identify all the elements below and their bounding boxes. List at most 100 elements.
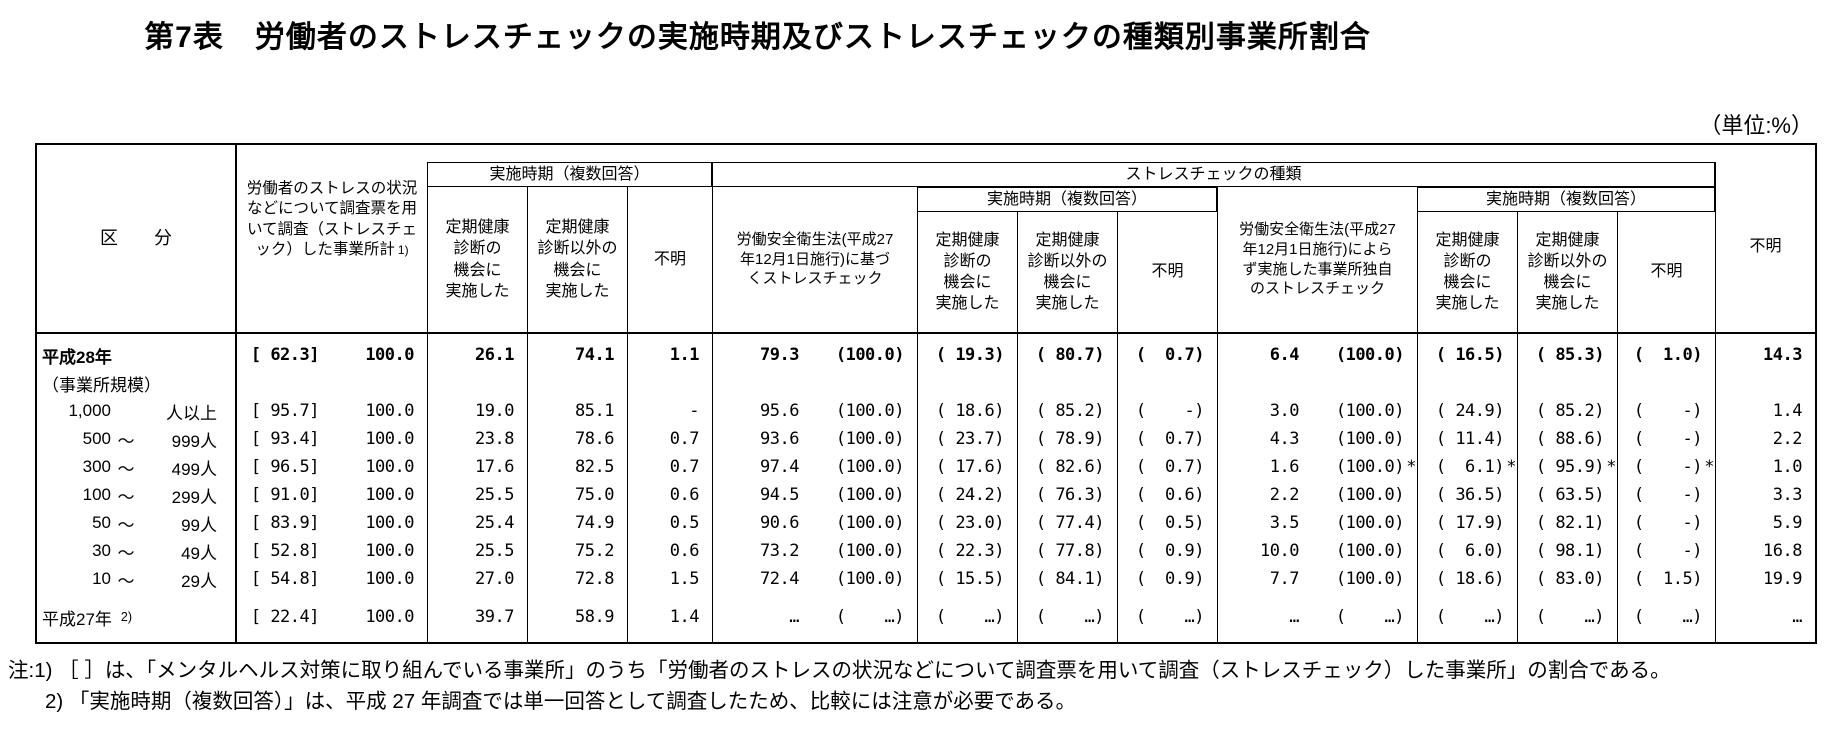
cell-value: 1.4 bbox=[1772, 401, 1803, 421]
cell-value: 25.4 bbox=[475, 513, 514, 533]
table-cell: ( -) bbox=[1117, 397, 1217, 425]
cell-value: 10.0 bbox=[1260, 541, 1299, 561]
footnote-marker-1: 1) bbox=[397, 243, 409, 258]
table-cell: (100.0) bbox=[1312, 481, 1417, 509]
table-cell: 79.3 bbox=[712, 341, 812, 369]
cell-value: (100.0) bbox=[835, 513, 905, 533]
table-cell: ( 23.7) bbox=[917, 425, 1017, 453]
table-cell: ( 85.2) bbox=[1017, 397, 1117, 425]
cell-value: ( 0.6) bbox=[1135, 485, 1205, 505]
table-cell: ( …) bbox=[1017, 602, 1117, 632]
cell-value: 2.2 bbox=[1269, 485, 1300, 505]
table-cell: 0.6 bbox=[627, 537, 712, 565]
cell-value: [ 91.0] bbox=[250, 485, 320, 505]
table-cell: 25.5 bbox=[427, 481, 527, 509]
table-cell: ( 22.3) bbox=[917, 537, 1017, 565]
table-cell: (100.0) bbox=[1312, 341, 1417, 369]
table-cell bbox=[427, 369, 527, 397]
table-row: （事業所規模） bbox=[37, 369, 1815, 397]
cell-value: ( -) bbox=[1633, 513, 1703, 533]
table-cell: (100.0) bbox=[812, 481, 917, 509]
table-cell: (100.0) bbox=[812, 425, 917, 453]
cell-value: 7.7 bbox=[1269, 569, 1300, 589]
cell-value: (100.0) bbox=[1335, 485, 1405, 505]
table-cell: 25.5 bbox=[427, 537, 527, 565]
header-other-occasion-3: 定期健康 診断以外の 機会に 実施した bbox=[1517, 212, 1617, 332]
table-cell bbox=[1117, 369, 1217, 397]
table-cell: [ 91.0] bbox=[237, 481, 332, 509]
cell-value: ( …) bbox=[935, 607, 1005, 627]
cell-value: (100.0) bbox=[835, 401, 905, 421]
row-label-part: 499人 bbox=[171, 459, 217, 479]
table-grid-line bbox=[1617, 334, 1618, 642]
cell-value: ( 84.1) bbox=[1035, 569, 1105, 589]
header-timing-group-2: 実施時期（複数回答） bbox=[917, 187, 1217, 212]
table-cell: 100.0 bbox=[332, 425, 427, 453]
cell-value: 3.0 bbox=[1269, 401, 1300, 421]
row-label-part: 99人 bbox=[181, 515, 217, 535]
cell-value: 78.6 bbox=[575, 429, 614, 449]
row-label-part: ～ bbox=[117, 431, 135, 451]
row-label: 50 ～ 99人 bbox=[37, 509, 237, 537]
cell-value: ( 18.6) bbox=[1435, 569, 1505, 589]
table-cell: ( …) bbox=[1517, 602, 1617, 632]
table-cell: ( -) bbox=[1617, 509, 1715, 537]
row-label-part: 10 bbox=[92, 569, 111, 588]
table-cell bbox=[1517, 369, 1617, 397]
table-cell: 17.6 bbox=[427, 453, 527, 481]
cell-value: 14.3 bbox=[1763, 345, 1802, 365]
cell-value: 3.5 bbox=[1269, 513, 1300, 533]
caution-asterisk: * bbox=[1606, 457, 1616, 477]
table-cell: 5.9 bbox=[1715, 509, 1815, 537]
cell-value: ( 24.2) bbox=[935, 485, 1005, 505]
table-cell: ( 82.6) bbox=[1017, 453, 1117, 481]
table-cell: ( 1.5) bbox=[1617, 565, 1715, 593]
row-label-part: ～ bbox=[117, 459, 135, 479]
footnote-marker-2: 2) bbox=[120, 610, 133, 624]
row-label-part: 500 bbox=[82, 429, 111, 448]
row-label-part: 29人 bbox=[181, 571, 217, 591]
table-cell: [ 95.7] bbox=[237, 397, 332, 425]
row-label-text: （事業所規模） bbox=[42, 375, 161, 395]
row-label: 30 ～ 49人 bbox=[37, 537, 237, 565]
cell-value: - bbox=[689, 401, 699, 421]
header-kubun: 区 分 bbox=[37, 145, 237, 332]
table-cell: ( 24.9) bbox=[1417, 397, 1517, 425]
table-cell: 94.5 bbox=[712, 481, 812, 509]
table-cell: 72.8 bbox=[527, 565, 627, 593]
cell-value: ( 23.7) bbox=[935, 429, 1005, 449]
cell-value: 97.4 bbox=[760, 457, 799, 477]
row-label-text: 平成28年 bbox=[42, 347, 112, 367]
table-cell: ( 11.4) bbox=[1417, 425, 1517, 453]
table-cell bbox=[1017, 369, 1117, 397]
table-cell: 27.0 bbox=[427, 565, 527, 593]
footnote-1: 注:1) ［ ］は、「メンタルヘルス対策に取り組んでいる事業所」のうち「労働者の… bbox=[8, 659, 1671, 682]
cell-value: ( 63.5) bbox=[1535, 485, 1605, 505]
table-cell: ( 63.5) bbox=[1517, 481, 1617, 509]
cell-value: 17.6 bbox=[475, 457, 514, 477]
row-label-part: 30 bbox=[92, 541, 111, 560]
table-grid-line bbox=[1217, 334, 1218, 642]
table-cell bbox=[712, 369, 812, 397]
cell-value: ( 16.5) bbox=[1435, 345, 1505, 365]
cell-value: ( 82.1) bbox=[1535, 513, 1605, 533]
cell-value: ( 83.0) bbox=[1535, 569, 1605, 589]
cell-value: [ 22.4] bbox=[250, 607, 320, 627]
table-grid-line bbox=[1117, 334, 1118, 642]
row-label: 10 ～ 29人 bbox=[37, 565, 237, 593]
cell-value: ( 22.3) bbox=[935, 541, 1005, 561]
row-label: 平成27年 2) bbox=[37, 602, 237, 632]
table-cell: 0.6 bbox=[627, 481, 712, 509]
table-cell: 100.0 bbox=[332, 602, 427, 632]
table-cell: 100.0 bbox=[332, 453, 427, 481]
table-grid-line bbox=[1017, 334, 1018, 642]
table-cell: ( 85.2) bbox=[1517, 397, 1617, 425]
table-cell: 95.6 bbox=[712, 397, 812, 425]
cell-value: ( 24.9) bbox=[1435, 401, 1505, 421]
cell-value: 100.0 bbox=[365, 485, 414, 505]
table-cell: 100.0 bbox=[332, 565, 427, 593]
cell-value: ( 76.3) bbox=[1035, 485, 1105, 505]
table-grid-line bbox=[427, 334, 428, 642]
table-cell: ( -) bbox=[1617, 537, 1715, 565]
cell-value: 73.2 bbox=[760, 541, 799, 561]
